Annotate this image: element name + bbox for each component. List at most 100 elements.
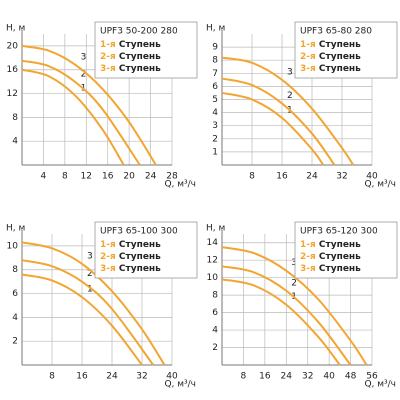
pump-curve: [221, 246, 368, 366]
x-tick-label: 56: [366, 372, 378, 382]
y-tick-label: 1: [212, 147, 218, 157]
legend-entry: 1-я Ступень: [300, 240, 361, 250]
legend-entry: 3-я Ступень: [100, 264, 161, 274]
y-axis-title: H, м: [6, 224, 25, 234]
y-tick-label: 6: [12, 289, 18, 299]
x-tick-label: 40: [323, 372, 335, 382]
y-tick-label: 8: [12, 113, 18, 123]
y-tick-label: 10: [207, 273, 219, 283]
y-tick-label: 5: [212, 95, 218, 105]
y-tick-label: 16: [7, 65, 19, 75]
y-tick-label: 2: [12, 337, 18, 347]
legend-entry: 1-я Ступень: [300, 40, 361, 50]
x-tick-label: 40: [166, 372, 178, 382]
pump-curve: [221, 77, 336, 166]
curve-label: 3: [81, 52, 87, 62]
legend-entry: 3-я Ступень: [100, 64, 161, 74]
legend-box: [294, 221, 398, 279]
y-axis-title: H, м: [6, 24, 25, 34]
x-tick-label: 28: [166, 172, 178, 182]
y-tick-label: 7: [212, 69, 218, 79]
x-axis-title: Q, м³/ч: [364, 380, 396, 390]
curve-label: 2: [291, 278, 297, 288]
x-tick-label: 24: [281, 372, 293, 382]
x-tick-label: 48: [345, 372, 357, 382]
legend-title: UPF3 65-100 300: [100, 227, 178, 237]
pump-curve: [221, 56, 355, 166]
y-tick-label: 20: [7, 41, 19, 51]
y-tick-label: 8: [12, 265, 18, 275]
y-tick-label: 8: [212, 56, 218, 66]
y-axis-title: H, м: [206, 224, 225, 234]
legend-title: UPF3 65-80 280: [300, 27, 372, 37]
pump-curve: [21, 59, 141, 166]
y-tick-label: 10: [7, 241, 19, 251]
legend-entry: 2-я Ступень: [300, 252, 361, 262]
x-tick-label: 16: [76, 372, 88, 382]
curve-label: 2: [87, 269, 93, 279]
x-tick-label: 8: [49, 372, 55, 382]
x-tick-label: 8: [62, 172, 68, 182]
y-tick-label: 2: [212, 343, 218, 353]
y-tick-label: 4: [212, 326, 218, 336]
legend-entry: 1-я Ступень: [100, 240, 161, 250]
y-axis-title: H, м: [206, 24, 225, 34]
pump-curve: [21, 68, 125, 166]
y-tick-label: 2: [212, 134, 218, 144]
curve-label: 3: [287, 67, 293, 77]
legend-entry: 3-я Ступень: [300, 64, 361, 74]
x-tick-label: 16: [276, 172, 288, 182]
legend-title: UPF3 65-120 300: [300, 227, 378, 237]
curve-label: 3: [291, 258, 297, 268]
y-tick-label: 3: [212, 121, 218, 131]
x-tick-label: 24: [145, 172, 157, 182]
x-tick-label: 40: [366, 172, 378, 182]
y-tick-label: 12: [207, 256, 218, 266]
y-tick-label: 4: [12, 313, 18, 323]
x-tick-label: 20: [123, 172, 135, 182]
legend-title: UPF3 50-200 280: [100, 27, 178, 37]
y-tick-label: 6: [212, 82, 218, 92]
legend-entry: 1-я Ступень: [100, 40, 161, 50]
x-tick-label: 8: [241, 372, 247, 382]
legend-entry: 3-я Ступень: [300, 264, 361, 274]
x-axis-title: Q, м³/ч: [164, 380, 196, 390]
x-tick-label: 32: [302, 372, 313, 382]
pump-curve: [221, 278, 341, 366]
x-tick-label: 8: [249, 172, 255, 182]
curve-label: 2: [287, 91, 293, 101]
curve-label: 2: [81, 70, 87, 80]
y-tick-label: 6: [212, 308, 218, 318]
legend-box: [294, 21, 398, 79]
y-tick-label: 9: [212, 43, 218, 53]
x-tick-label: 16: [102, 172, 114, 182]
curve-label: 1: [87, 285, 93, 295]
pump-curve: [21, 259, 155, 366]
y-tick-label: 4: [12, 137, 18, 147]
x-tick-label: 12: [81, 172, 92, 182]
x-tick-label: 4: [41, 172, 47, 182]
x-tick-label: 32: [136, 372, 147, 382]
x-axis-title: Q, м³/ч: [164, 180, 196, 190]
x-tick-label: 24: [306, 172, 318, 182]
legend-entry: 2-я Ступень: [100, 252, 161, 262]
y-tick-label: 14: [207, 238, 219, 248]
legend-entry: 2-я Ступень: [100, 52, 161, 62]
pump-curve: [221, 265, 352, 366]
x-tick-label: 32: [336, 172, 347, 182]
legend-box: [94, 21, 198, 79]
x-tick-label: 16: [259, 372, 271, 382]
pump-curve: [21, 44, 157, 166]
y-tick-label: 12: [7, 89, 18, 99]
curve-label: 3: [87, 251, 93, 261]
pump-curve: [21, 273, 143, 366]
x-tick-label: 24: [106, 372, 118, 382]
legend-entry: 2-я Ступень: [300, 52, 361, 62]
x-axis-title: Q, м³/ч: [364, 180, 396, 190]
y-tick-label: 4: [212, 108, 218, 118]
y-tick-label: 8: [212, 291, 218, 301]
